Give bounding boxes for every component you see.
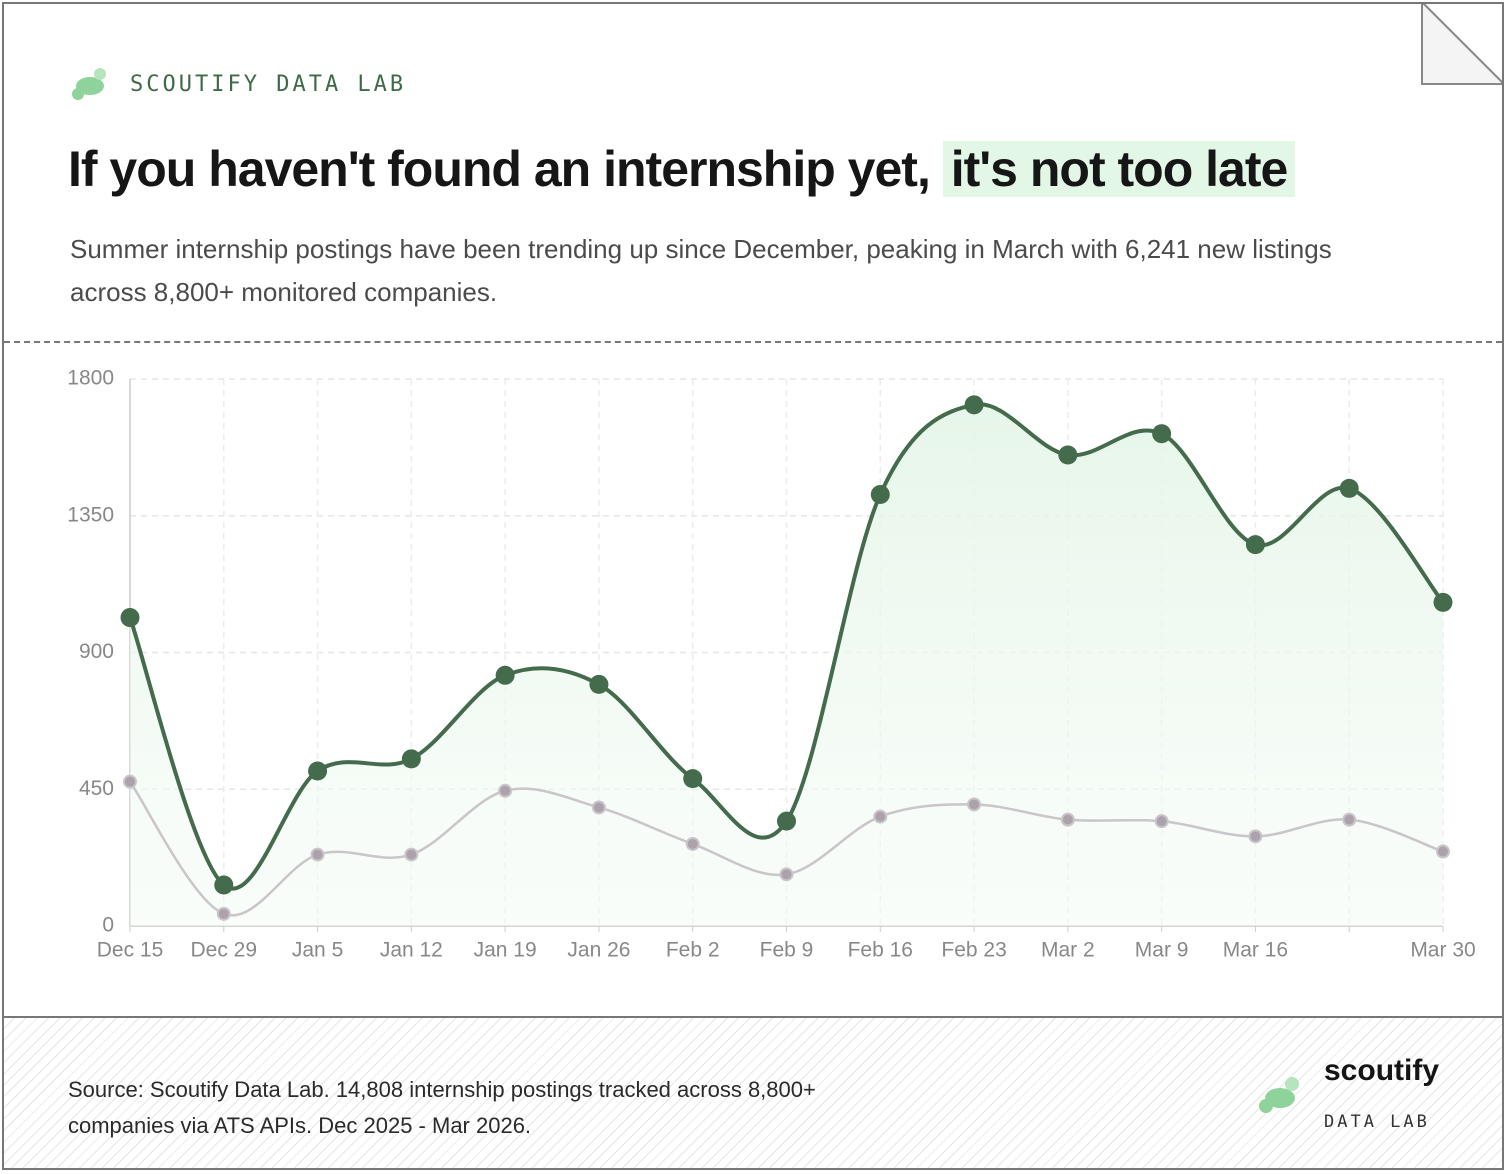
- point: [401, 749, 421, 769]
- source: Source: Scoutify Data Lab. 14,808 intern…: [68, 1077, 816, 1138]
- point: [685, 836, 700, 851]
- corner-fold: [1421, 4, 1502, 85]
- point: [120, 608, 140, 628]
- point: [591, 800, 606, 815]
- headline-highlight: it's not too late: [942, 141, 1296, 197]
- point: [873, 809, 888, 824]
- point: [967, 797, 982, 812]
- point: [308, 761, 328, 781]
- brand: SCOUTIFY DATA LAB: [130, 72, 407, 97]
- x-tick-label: Mar 16: [1223, 939, 1288, 962]
- point: [870, 484, 890, 504]
- point: [1433, 592, 1453, 612]
- x-tick-label: Mar 9: [1135, 939, 1189, 962]
- y-tick-label: 900: [79, 640, 114, 663]
- footer-icon: [1259, 1077, 1299, 1113]
- footer-logo: scoutify: [1324, 1054, 1440, 1087]
- x-tick-label: Feb 9: [760, 939, 814, 962]
- point: [1436, 844, 1450, 859]
- headline: If you haven't found an internship yet, …: [68, 140, 1296, 198]
- chart: 0 450 900 1350 1800 Dec 15 Dec 29 Jan 5 Jan 12 Ja…: [67, 367, 1475, 962]
- footer-logo-sub: DATA LAB: [1324, 1112, 1430, 1132]
- headline-text: If you haven't found an internship yet,: [68, 141, 931, 197]
- x-tick-label: Jan 19: [474, 939, 537, 962]
- point: [779, 867, 794, 882]
- x-tick-label: Jan 26: [567, 939, 630, 962]
- point: [123, 774, 137, 789]
- x-tick-label: Mar 30: [1410, 939, 1475, 962]
- point: [777, 811, 796, 831]
- point: [1339, 478, 1359, 498]
- x-tick-label: Mar 2: [1041, 939, 1095, 962]
- point: [495, 665, 515, 685]
- point: [216, 906, 231, 921]
- point: [404, 847, 419, 862]
- x-tick-label: Jan 12: [380, 939, 443, 962]
- x-tick-label: Feb 16: [848, 939, 913, 962]
- footer: Source: Scoutify Data Lab. 14,808 intern…: [4, 1016, 1502, 1168]
- y-tick-label: 0: [102, 914, 114, 937]
- x-tick-label: Dec 15: [97, 939, 164, 962]
- point: [214, 875, 234, 895]
- point: [1245, 535, 1265, 555]
- area: [130, 404, 1443, 926]
- x-tick-label: Feb 23: [941, 939, 1006, 962]
- point: [589, 674, 609, 694]
- x-tick-label: Dec 29: [191, 939, 258, 962]
- point: [1060, 812, 1075, 827]
- point: [310, 847, 325, 862]
- point: [1058, 445, 1078, 465]
- x-tick-label: Jan 5: [292, 939, 343, 962]
- divider: [4, 341, 1502, 343]
- point: [498, 783, 513, 798]
- point: [1248, 829, 1263, 844]
- point: [964, 395, 984, 415]
- point: [1342, 812, 1357, 827]
- x-tick-label: Feb 2: [666, 939, 720, 962]
- brand-icon: [72, 68, 106, 100]
- point: [1154, 814, 1169, 829]
- subtitle: Summer internship postings have been tre…: [70, 234, 1332, 307]
- y-tick-label: 1800: [67, 367, 114, 390]
- point: [1152, 424, 1172, 444]
- y-tick-label: 1350: [67, 503, 114, 526]
- y-tick-label: 450: [79, 777, 114, 800]
- point: [683, 769, 703, 789]
